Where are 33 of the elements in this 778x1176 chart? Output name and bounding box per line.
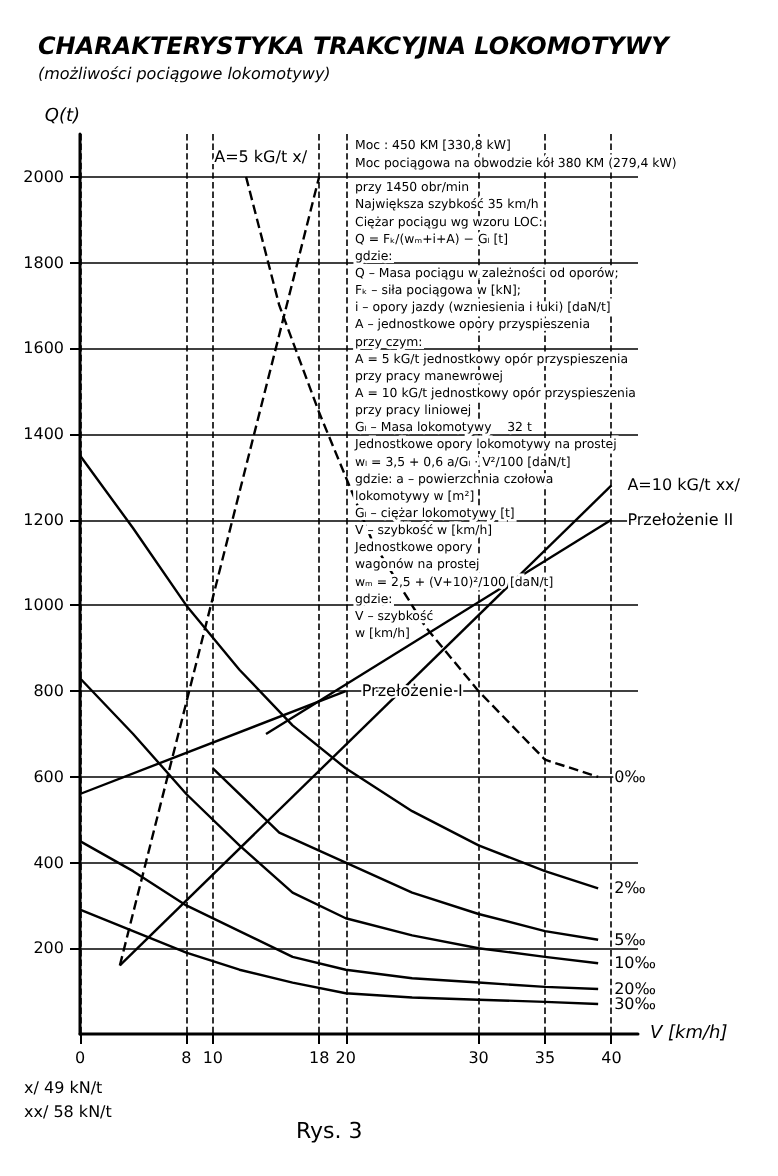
- series-label: 10‰: [614, 954, 657, 973]
- y-tick-label: 200: [33, 939, 64, 958]
- chart-subtitle: (możliwości pociągowe lokomotywy): [38, 65, 331, 83]
- y-tick-label: 1600: [23, 339, 64, 358]
- series-label: 20‰: [614, 980, 657, 998]
- x-axis-title: V [km/h]: [650, 1024, 729, 1044]
- x-tick-label: 30: [468, 1049, 489, 1067]
- y-axis-title: Q(t): [44, 107, 80, 127]
- chart-title: CHARAKTERYSTYKA TRAKCYJNA LOKOMOTYWY: [38, 32, 672, 60]
- series-label: A=10 kG/t xx/: [627, 476, 741, 495]
- text: xx/ 58 kN/t: [24, 1103, 112, 1121]
- x-tick-label: 35: [534, 1049, 556, 1067]
- series-label: 2‰: [614, 879, 647, 898]
- x-tick-label: 0: [74, 1049, 86, 1067]
- x-tick-label: 8: [181, 1049, 192, 1067]
- y-tick-label: 1200: [23, 510, 64, 529]
- y-tick-label: 1800: [23, 253, 64, 272]
- x-tick-label: 20: [335, 1049, 356, 1067]
- x-tick-label: 10: [202, 1049, 224, 1067]
- series-label: 30‰: [614, 995, 657, 1013]
- text: x/ 49 kN/t: [24, 1079, 103, 1097]
- series-label: A=5 kG/t x/: [214, 147, 308, 166]
- y-tick-label: 1000: [23, 596, 64, 615]
- y-tick-label: 800: [33, 682, 64, 701]
- series-label: 5‰: [614, 930, 647, 949]
- series-label: Przełożenie II: [627, 510, 734, 529]
- x-tick-label: 18: [308, 1049, 330, 1067]
- y-tick-label: 600: [33, 767, 64, 786]
- y-tick-label: 1400: [23, 425, 64, 443]
- y-tick-label: 400: [33, 853, 64, 872]
- x-tick-label: 40: [601, 1049, 622, 1067]
- text: Rys. 3: [296, 1118, 363, 1144]
- y-tick-label: 2000: [23, 167, 64, 186]
